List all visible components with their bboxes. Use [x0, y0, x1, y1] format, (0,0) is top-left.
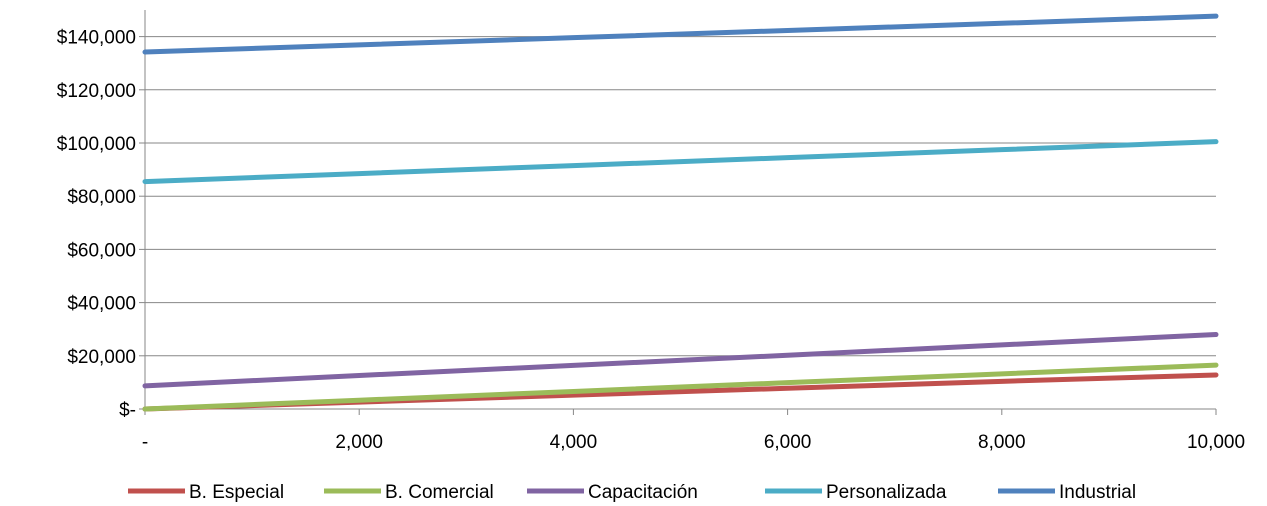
- gridlines: [139, 36, 1217, 415]
- y-tick-label: $140,000: [57, 28, 136, 49]
- y-tick-label: $40,000: [67, 294, 136, 315]
- series-line-personalizada: [142, 139, 1219, 185]
- series-line-industrial: [142, 13, 1219, 55]
- y-tick-label: $80,000: [67, 187, 136, 208]
- y-tick-label: $20,000: [67, 347, 136, 368]
- y-tick-label: $60,000: [67, 240, 136, 261]
- series-lines: [142, 13, 1219, 412]
- legend-label: B. Comercial: [385, 482, 494, 503]
- axes: [144, 10, 1216, 410]
- legend-label: Personalizada: [826, 482, 947, 503]
- y-tick-label: $-: [119, 400, 136, 421]
- x-tick-label: 10,000: [1187, 432, 1245, 453]
- y-tick-labels: $- $20,000 $40,000 $60,000 $80,000 $100,000 $1…: [57, 28, 136, 421]
- x-tick-label: 4,000: [550, 432, 598, 453]
- legend-label: B. Especial: [189, 482, 284, 503]
- series-line-capacitaci-n: [142, 332, 1219, 389]
- legend: B. Especial B. Comercial Capacitación Perso…: [128, 482, 1136, 503]
- legend-label: Capacitación: [588, 482, 698, 503]
- x-tick-labels: - 2,000 4,000 6,000 8,000 10,000: [142, 432, 1245, 453]
- legend-label: Industrial: [1059, 482, 1136, 503]
- y-tick-label: $120,000: [57, 81, 136, 102]
- x-tick-label: 8,000: [978, 432, 1026, 453]
- x-tick-label: 6,000: [764, 432, 812, 453]
- x-tick-label: 2,000: [335, 432, 383, 453]
- y-tick-label: $100,000: [57, 134, 136, 155]
- series-line-b-comercial: [142, 362, 1219, 412]
- x-tick-label: -: [142, 432, 148, 453]
